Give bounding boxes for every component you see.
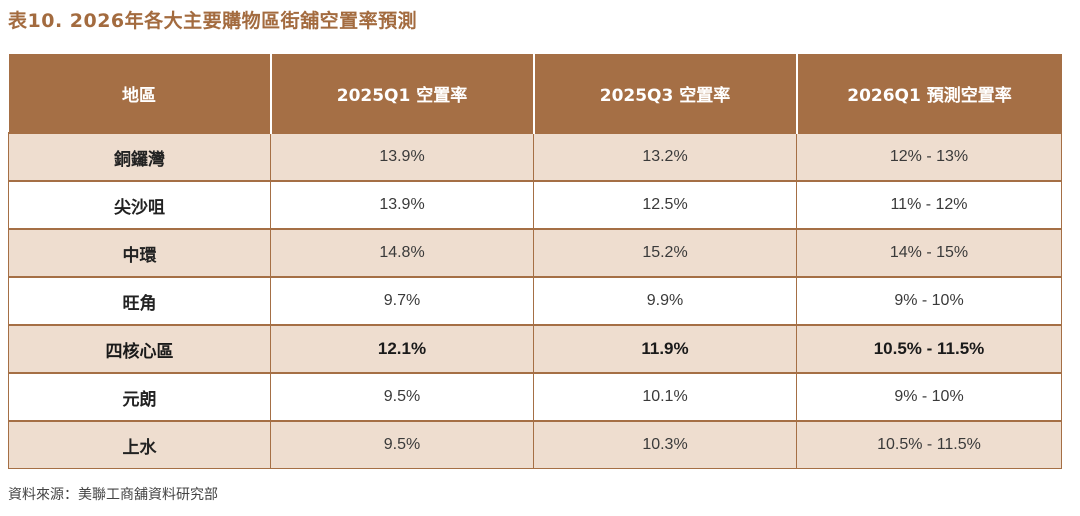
q1-2025-cell: 13.9% (270, 132, 534, 182)
table-row: 尖沙咀 13.9% 12.5% 11% - 12% (8, 180, 1062, 230)
region-cell: 四核心區 (8, 324, 271, 374)
table-row: 旺角 9.7% 9.9% 9% - 10% (8, 276, 1062, 326)
q3-2025-cell: 9.9% (533, 276, 797, 326)
header-2025q3-vacancy: 2025Q3 空置率 (532, 54, 798, 133)
q1-2025-cell: 9.7% (270, 276, 534, 326)
q1-2026-forecast-cell: 9% - 10% (796, 372, 1062, 422)
region-cell: 銅鑼灣 (8, 132, 271, 182)
region-cell: 旺角 (8, 276, 271, 326)
q1-2026-forecast-cell: 11% - 12% (796, 180, 1062, 230)
q1-2025-cell: 9.5% (270, 372, 534, 422)
header-region: 地區 (8, 54, 272, 133)
header-2025q1-vacancy: 2025Q1 空置率 (269, 54, 535, 133)
q3-2025-cell: 11.9% (533, 324, 797, 374)
q3-2025-cell: 12.5% (533, 180, 797, 230)
q1-2026-forecast-cell: 14% - 15% (796, 228, 1062, 278)
table-header-row: 地區 2025Q1 空置率 2025Q3 空置率 2026Q1 預測空置率 (8, 54, 1062, 133)
region-cell: 尖沙咀 (8, 180, 271, 230)
region-cell: 元朗 (8, 372, 271, 422)
source-note: 資料來源：美聯工商舖資料研究部 (8, 487, 218, 503)
table-row: 銅鑼灣 13.9% 13.2% 12% - 13% (8, 132, 1062, 182)
q3-2025-cell: 15.2% (533, 228, 797, 278)
q1-2026-forecast-cell: 9% - 10% (796, 276, 1062, 326)
header-2026q1-forecast: 2026Q1 預測空置率 (795, 54, 1062, 133)
q1-2025-cell: 9.5% (270, 420, 534, 469)
table-row: 上水 9.5% 10.3% 10.5% - 11.5% (8, 420, 1062, 469)
q1-2025-cell: 13.9% (270, 180, 534, 230)
table-title: 表10. 2026年各大主要購物區街舖空置率預測 (8, 10, 418, 32)
q1-2025-cell: 14.8% (270, 228, 534, 278)
q1-2026-forecast-cell: 10.5% - 11.5% (796, 420, 1062, 469)
table-row: 元朗 9.5% 10.1% 9% - 10% (8, 372, 1062, 422)
region-cell: 中環 (8, 228, 271, 278)
q1-2025-cell: 12.1% (270, 324, 534, 374)
table-row-total: 四核心區 12.1% 11.9% 10.5% - 11.5% (8, 324, 1062, 374)
q1-2026-forecast-cell: 12% - 13% (796, 132, 1062, 182)
q3-2025-cell: 10.3% (533, 420, 797, 469)
region-cell: 上水 (8, 420, 271, 469)
q3-2025-cell: 13.2% (533, 132, 797, 182)
vacancy-rate-table: 地區 2025Q1 空置率 2025Q3 空置率 2026Q1 預測空置率 銅鑼… (8, 54, 1062, 469)
q1-2026-forecast-cell: 10.5% - 11.5% (796, 324, 1062, 374)
table-row: 中環 14.8% 15.2% 14% - 15% (8, 228, 1062, 278)
q3-2025-cell: 10.1% (533, 372, 797, 422)
